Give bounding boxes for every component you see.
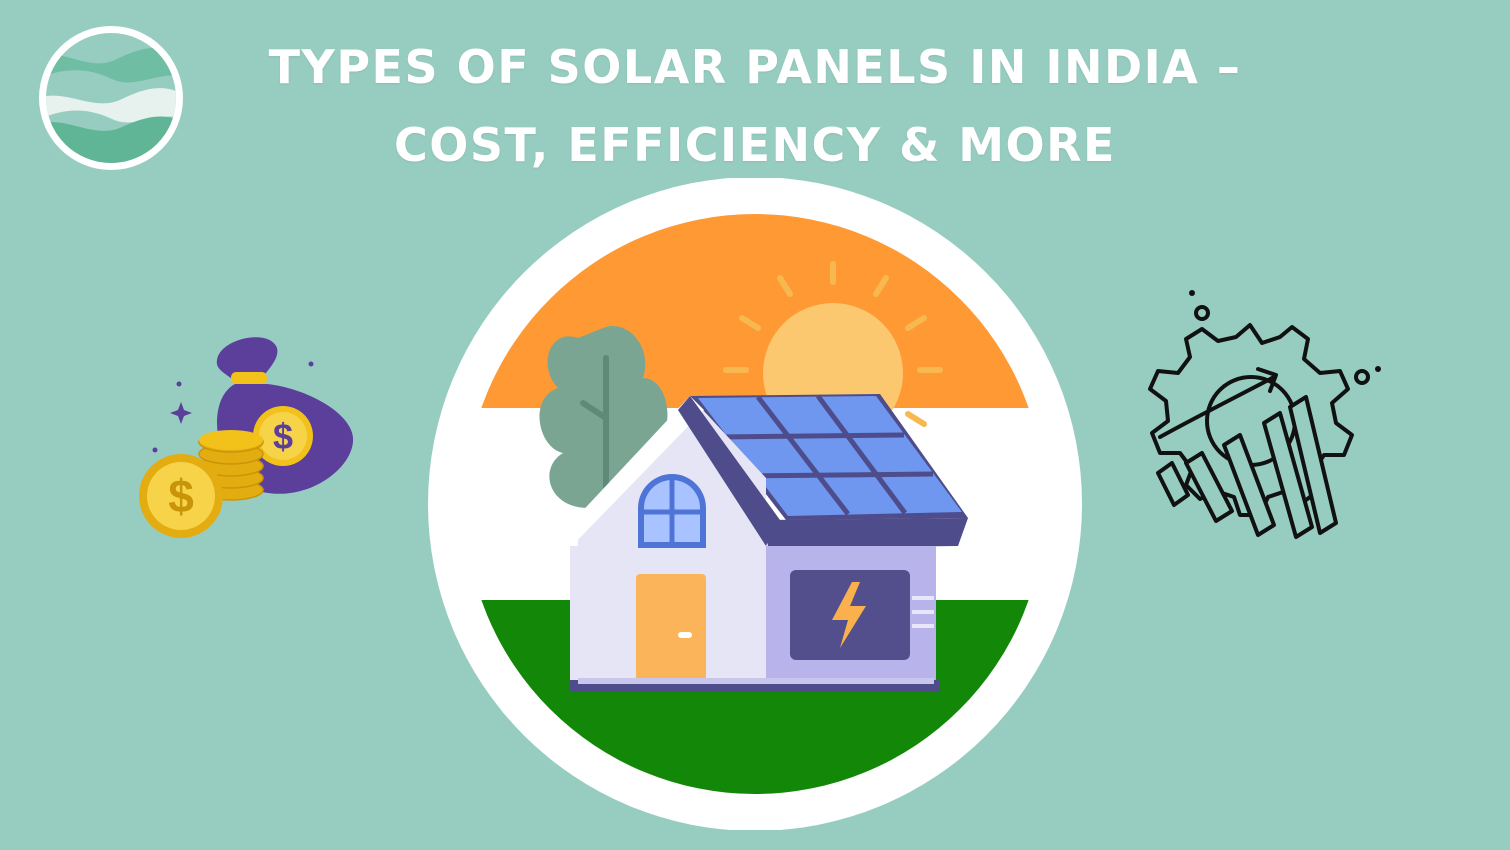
- page-title: Types of Solar Panels in India – Cost, E…: [230, 28, 1280, 184]
- door-icon: [636, 574, 706, 682]
- window-icon: [638, 474, 706, 548]
- svg-text:$: $: [273, 416, 293, 457]
- gear-growth-chart-icon: [1140, 285, 1390, 550]
- title-line-2: Cost, Efficiency & More: [230, 106, 1280, 184]
- title-line-1: Types of Solar Panels in India –: [230, 28, 1280, 106]
- money-bag-coins-icon: $ $: [135, 328, 360, 543]
- svg-text:$: $: [168, 470, 194, 522]
- solar-house-india-flag-illustration: [428, 178, 1082, 830]
- wave-logo-icon: [32, 19, 190, 177]
